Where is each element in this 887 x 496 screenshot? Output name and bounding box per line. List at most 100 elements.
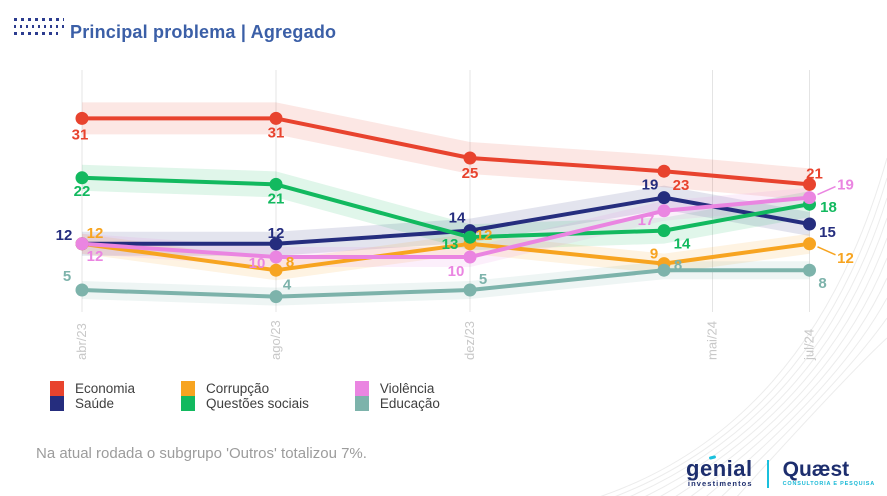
legend-label-questoes-sociais: Questões sociais	[206, 396, 309, 411]
value-label: 4	[283, 277, 292, 294]
value-label: 5	[63, 268, 71, 285]
data-point	[657, 263, 671, 277]
value-label: 23	[673, 177, 690, 194]
value-label: 21	[268, 190, 285, 207]
value-label: 17	[638, 212, 655, 229]
value-label: 12	[476, 227, 493, 244]
value-label: 21	[806, 165, 823, 182]
value-label: 22	[74, 183, 91, 200]
data-point	[463, 224, 477, 238]
quaest-logo-subtext: CONSULTORIA E PESQUISA	[782, 481, 875, 487]
x-tick-label: dez/23	[462, 321, 477, 360]
value-label: 31	[72, 126, 89, 143]
legend-swatch-violencia	[354, 381, 369, 396]
header: Principal problema | Agregado	[14, 16, 336, 43]
value-label: 10	[249, 255, 266, 272]
x-tick-label: abr/23	[74, 323, 89, 360]
legend-swatch-questoes-sociais	[181, 396, 196, 411]
x-tick-label: jul/24	[802, 329, 817, 361]
value-label: 8	[674, 257, 682, 274]
legend-column: Violência Educação	[354, 381, 440, 411]
page-title: Principal problema | Agregado	[70, 22, 337, 42]
value-label: 12	[837, 250, 854, 267]
value-label: 13	[442, 236, 459, 253]
data-point	[269, 177, 283, 191]
value-label: 31	[268, 124, 285, 141]
value-label: 19	[642, 177, 659, 194]
legend-item-saude: Saúde	[50, 396, 135, 411]
data-point	[803, 217, 816, 231]
x-tick-label: mai/24	[705, 321, 720, 360]
legend-label-educacao: Educação	[379, 396, 440, 411]
quaest-logo: Quæst CONSULTORIA E PESQUISA	[782, 458, 875, 487]
data-point	[75, 283, 89, 297]
data-point	[803, 191, 816, 205]
x-tick-label: ago/23	[268, 320, 283, 360]
value-label: 5	[479, 271, 487, 288]
legend-label-violencia: Violência	[379, 381, 435, 396]
data-point	[463, 151, 477, 165]
value-label: 14	[674, 236, 691, 253]
legend-column: Economia Saúde	[50, 381, 135, 411]
data-point	[75, 237, 89, 251]
data-point	[803, 177, 816, 191]
data-point	[75, 237, 89, 251]
data-point	[803, 237, 816, 251]
data-point	[657, 204, 671, 218]
legend-swatch-educacao	[354, 396, 369, 411]
data-point	[657, 257, 671, 271]
value-label: 25	[462, 165, 479, 182]
legend-swatch-economia	[50, 381, 64, 396]
legend-item-violencia: Violência	[354, 381, 440, 396]
value-label: 12	[87, 225, 104, 242]
genial-logo: genial investimentos	[686, 455, 753, 488]
legend-label-corrupcao: Corrupção	[206, 381, 270, 396]
data-point	[803, 197, 816, 211]
data-point	[803, 263, 816, 277]
data-point	[75, 237, 89, 251]
brand-divider	[766, 459, 769, 488]
data-point	[657, 164, 671, 178]
legend-swatch-saude	[50, 396, 64, 411]
data-point	[269, 263, 283, 277]
data-point	[269, 237, 283, 251]
value-label: 19	[837, 177, 854, 194]
legend-item-educacao: Educação	[354, 396, 440, 411]
genial-logo-text: genial	[686, 456, 753, 481]
decorative-dashes-icon	[14, 18, 64, 39]
legend-item-corrupcao: Corrupção	[181, 381, 309, 396]
data-point	[269, 290, 283, 304]
value-label: 12	[268, 225, 285, 242]
value-label: 12	[56, 227, 73, 244]
data-point	[269, 111, 283, 125]
data-point	[75, 111, 89, 125]
value-label: 9	[650, 246, 658, 263]
value-label: 18	[820, 199, 837, 216]
value-label: 8	[286, 254, 294, 271]
branding: genial investimentos Quæst CONSULTORIA E…	[686, 455, 875, 488]
value-label: 8	[818, 275, 826, 292]
value-label: 10	[448, 263, 465, 280]
legend-column: Corrupção Questões sociais	[181, 381, 309, 411]
legend-label-economia: Economia	[75, 381, 136, 396]
data-point	[463, 283, 477, 297]
data-point	[463, 237, 477, 251]
data-point	[75, 171, 89, 185]
data-point	[463, 230, 477, 244]
quaest-logo-text: Quæst	[782, 458, 850, 481]
legend-swatch-corrupcao	[181, 381, 196, 396]
legend-item-economia: Economia	[50, 381, 135, 396]
genial-logo-subtext: investimentos	[687, 479, 753, 488]
legend-item-questoes-sociais: Questões sociais	[181, 396, 309, 411]
data-point	[657, 224, 671, 238]
legend-label-saude: Saúde	[75, 396, 115, 411]
value-label: 12	[87, 248, 104, 265]
data-point	[463, 250, 477, 264]
value-label: 14	[449, 210, 466, 227]
value-label: 15	[819, 224, 836, 241]
data-point	[657, 191, 671, 205]
footnote: Na atual rodada o subgrupo 'Outros' tota…	[36, 445, 367, 462]
chart-legend: Economia Saúde Corrupção Questões sociai…	[50, 381, 440, 411]
